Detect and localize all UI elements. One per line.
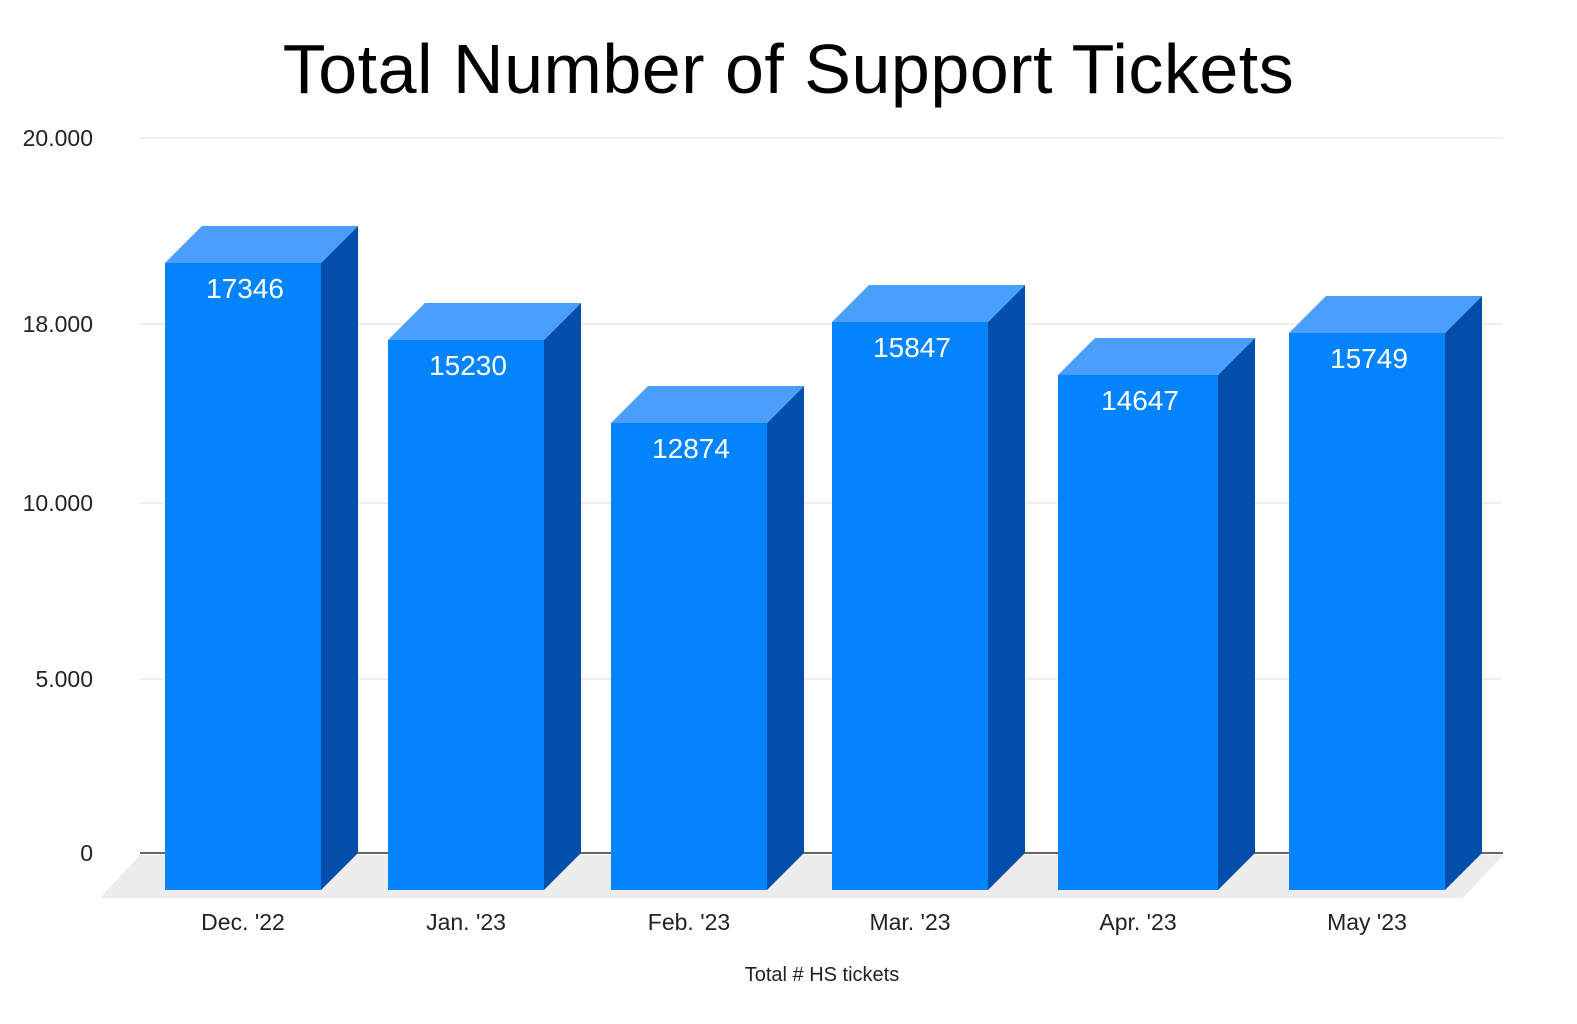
bar-side [544,303,581,890]
x-category-label: Apr. '23 [1099,909,1176,935]
bar-side [988,285,1025,890]
bar-3: 15847 [832,285,1025,890]
x-category-label: May '23 [1327,909,1407,935]
y-axis-ticks: 0 5.000 10.000 18.000 20.000 [23,125,93,866]
x-category-label: Feb. '23 [648,909,730,935]
y-tick-label: 0 [80,840,93,866]
x-axis-categories: Dec. '22 Jan. '23 Feb. '23 Mar. '23 Apr. '23… [201,909,1407,935]
bar-top [611,386,804,423]
y-tick-label: 5.000 [35,666,93,692]
data-label: 14647 [1101,385,1179,416]
chart-title: Total Number of Support Tickets [282,30,1295,108]
y-tick-label: 18.000 [23,311,93,337]
bar-front [1289,333,1445,890]
bar-front [832,322,988,890]
data-label: 15847 [873,332,951,363]
bar-side [321,226,358,890]
bar-front [165,263,321,890]
bar-side [1218,338,1255,890]
bar-front [611,423,767,890]
bar-side [767,386,804,890]
bar-top [388,303,581,340]
bar-5: 15749 [1289,296,1482,890]
y-tick-label: 20.000 [23,125,93,151]
x-category-label: Jan. '23 [426,909,506,935]
data-label: 17346 [206,273,284,304]
y-tick-label: 10.000 [23,490,93,516]
bar-top [1289,296,1482,333]
bars: 17346 15230 12874 15847 14647 15749 [165,226,1482,890]
bar-top [165,226,358,263]
bar-4: 14647 [1058,338,1255,890]
bar-1: 15230 [388,303,581,890]
bar-front [388,340,544,890]
bar-front [1058,375,1218,890]
data-label: 15230 [429,350,507,381]
bar-0: 17346 [165,226,358,890]
x-category-label: Dec. '22 [201,909,285,935]
bar-side [1445,296,1482,890]
data-label: 15749 [1330,343,1408,374]
bar-top [1058,338,1255,375]
x-category-label: Mar. '23 [869,909,950,935]
bar-top [832,285,1025,322]
x-axis-title: Total # HS tickets [745,964,900,986]
gridlines [140,137,1503,854]
bar-2: 12874 [611,386,804,890]
data-label: 12874 [652,433,730,464]
